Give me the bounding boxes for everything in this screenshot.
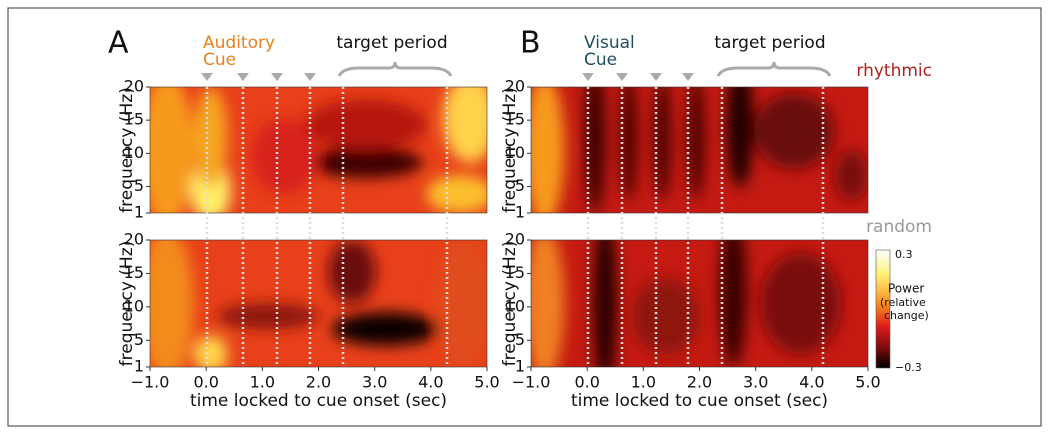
heatmap-blob (328, 240, 376, 304)
heatmap-blobs (150, 87, 487, 213)
heatmap (150, 240, 487, 367)
cue-markers (201, 73, 694, 81)
heatmap-blob (308, 147, 423, 178)
frame (7, 7, 1042, 427)
x-axis-label: time locked to cue onset (sec) (571, 391, 828, 411)
colorbar-title: Power (888, 282, 924, 296)
heatmap-blob (531, 240, 565, 367)
heatmap (531, 240, 868, 367)
heatmap-blob (654, 87, 671, 201)
heatmap-blob (193, 87, 228, 188)
x-tick-label: 1.0 (631, 373, 656, 392)
heatmap (531, 87, 868, 213)
y-tick-label: 15 (505, 110, 525, 129)
y-tick-label: 15 (124, 110, 144, 129)
x-tick-label: 0.0 (574, 373, 599, 392)
heatmap-blob (620, 87, 638, 201)
y-tick-label: 10 (505, 143, 525, 162)
cue-label: Cue (584, 50, 617, 70)
heatmap-blob (760, 252, 842, 355)
heatmap-blob (193, 335, 228, 367)
y-tick-label: 1 (515, 357, 525, 376)
colorbar (875, 249, 891, 369)
cue-label: Visual (584, 33, 635, 53)
y-axis-label: frequency (Hz) (117, 87, 137, 213)
heatmap-blob (531, 87, 565, 213)
y-axis-label: frequency (Hz) (117, 241, 137, 367)
x-tick-label: −1.0 (512, 373, 551, 392)
x-tick-label: 5.0 (855, 373, 880, 392)
heatmap-blob (251, 118, 319, 195)
row-label: random (866, 217, 932, 237)
panel-letter: A (108, 26, 129, 61)
x-tick-label: 2.0 (306, 373, 331, 392)
x-tick-label: 4.0 (799, 373, 824, 392)
heatmap-blob (584, 87, 606, 213)
y-tick-label: 20 (124, 230, 144, 249)
plot-frame (530, 86, 869, 214)
y-tick-label: 10 (124, 296, 144, 315)
y-axis-label: frequency (Hz) (500, 87, 520, 213)
heatmap-blobs (531, 240, 842, 367)
y-tick-label: 20 (505, 230, 525, 249)
heatmap-blob (593, 240, 617, 367)
heatmap-blob (632, 278, 700, 355)
y-tick-label: 10 (505, 296, 525, 315)
y-tick-label: 10 (124, 143, 144, 162)
heatmap-blob (443, 87, 487, 163)
y-axis-label: frequency (Hz) (500, 241, 520, 367)
colorbar-max: 0.3 (895, 248, 913, 261)
x-tick-label: 2.0 (687, 373, 712, 392)
y-tick-label: 15 (505, 263, 525, 282)
x-tick-label: −1.0 (131, 373, 170, 392)
heatmap-blob (150, 240, 194, 367)
target-brace (337, 61, 832, 77)
heatmap-blob (753, 93, 835, 169)
colorbar-min: −0.3 (895, 361, 922, 374)
heatmap-blob (436, 240, 487, 367)
y-tick-label: 5 (515, 330, 525, 349)
heatmap-blob (426, 175, 487, 213)
x-tick-label: 3.0 (743, 373, 768, 392)
x-tick-label: 3.0 (362, 373, 387, 392)
heatmap (150, 87, 487, 213)
y-tick-label: 5 (134, 330, 144, 349)
heatmap-blob (719, 240, 747, 367)
y-tick-label: 1 (134, 357, 144, 376)
x-tick-label: 0.0 (193, 373, 218, 392)
target-label: target period (714, 33, 825, 53)
heatmap-blob (834, 150, 868, 201)
row-label: rhythmic (856, 61, 932, 81)
y-tick-label: 20 (505, 77, 525, 96)
y-tick-label: 5 (134, 176, 144, 195)
heatmap-blob (150, 87, 194, 213)
x-tick-label: 5.0 (474, 373, 499, 392)
y-tick-label: 20 (124, 77, 144, 96)
heatmap-blob (217, 303, 319, 329)
y-tick-label: 15 (124, 263, 144, 282)
y-tick-label: 1 (134, 203, 144, 222)
x-tick-label: 1.0 (250, 373, 275, 392)
cue-label: Auditory (203, 33, 275, 53)
heatmap-blobs (531, 87, 868, 213)
heatmap-blob (726, 87, 754, 188)
x-axis-label: time locked to cue onset (sec) (190, 391, 447, 411)
heatmap-blob (687, 87, 705, 201)
x-tick-label: 4.0 (418, 373, 443, 392)
colorbar-subtitle: (relative (880, 296, 926, 309)
heatmap-blob (331, 312, 440, 346)
y-tick-label: 5 (515, 176, 525, 195)
colorbar-subtitle: change) (884, 309, 929, 322)
cue-label: Cue (203, 50, 236, 70)
y-tick-label: 1 (515, 203, 525, 222)
heatmap-blob (305, 99, 427, 150)
target-label: target period (336, 33, 447, 53)
plot-frame (149, 86, 488, 214)
panel-letter: B (520, 26, 541, 61)
